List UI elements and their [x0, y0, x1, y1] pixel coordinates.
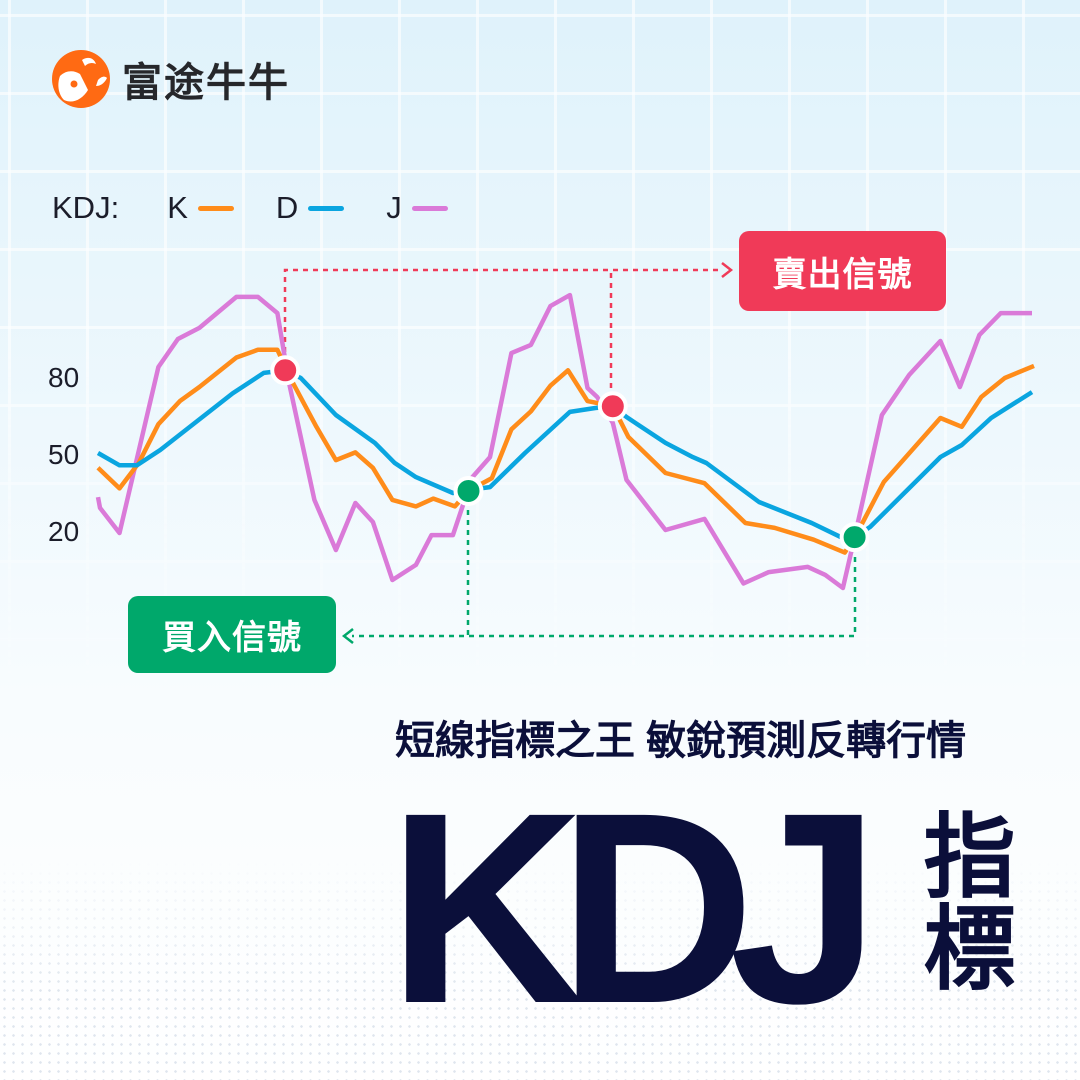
brand-logo: 富途牛牛 — [52, 50, 290, 108]
kdj-chart — [95, 262, 1035, 644]
sell-signal-marker — [597, 391, 628, 422]
y-tick-label: 80 — [48, 362, 80, 393]
legend-label: J — [386, 190, 402, 225]
legend-item-j: J — [386, 190, 448, 226]
legend-swatch — [308, 205, 345, 211]
series-line-k — [96, 347, 1035, 555]
y-tick-label: 50 — [48, 439, 80, 470]
legend-item-d: D — [275, 190, 345, 226]
legend-swatch — [411, 205, 448, 211]
series-line-j — [95, 292, 1032, 591]
legend-label: D — [275, 190, 299, 225]
page-title: KDJ — [388, 756, 880, 1060]
brand-name: 富途牛牛 — [122, 61, 290, 105]
buy-arrow-icon — [341, 628, 354, 644]
legend-label: K — [167, 190, 188, 225]
bull-logo-icon — [52, 50, 110, 108]
legend-item-k: K — [167, 190, 234, 226]
series-line-d — [96, 368, 1034, 540]
background-grid — [0, 0, 1080, 700]
sell-signal-marker — [270, 355, 301, 386]
sell-signal-label: 賣出信號 — [739, 231, 946, 311]
background-dots — [0, 860, 1080, 1080]
buy-signal-label: 買入信號 — [128, 596, 336, 673]
sell-arrow-icon — [721, 262, 734, 278]
subtitle: 短線指標之王 敏銳預測反轉行情 — [395, 719, 967, 763]
signal-connectors — [283, 262, 857, 644]
buy-signal-marker — [453, 475, 484, 506]
page-title-suffix: 指標 — [910, 808, 1012, 992]
buy-signal-marker — [839, 522, 870, 553]
chart-legend: KDJ: K D J — [52, 190, 490, 226]
legend-title: KDJ: — [52, 190, 120, 225]
legend-swatch — [197, 205, 234, 211]
y-tick-label: 20 — [48, 516, 80, 547]
sell-connector — [283, 268, 722, 398]
buy-connector — [352, 500, 857, 638]
